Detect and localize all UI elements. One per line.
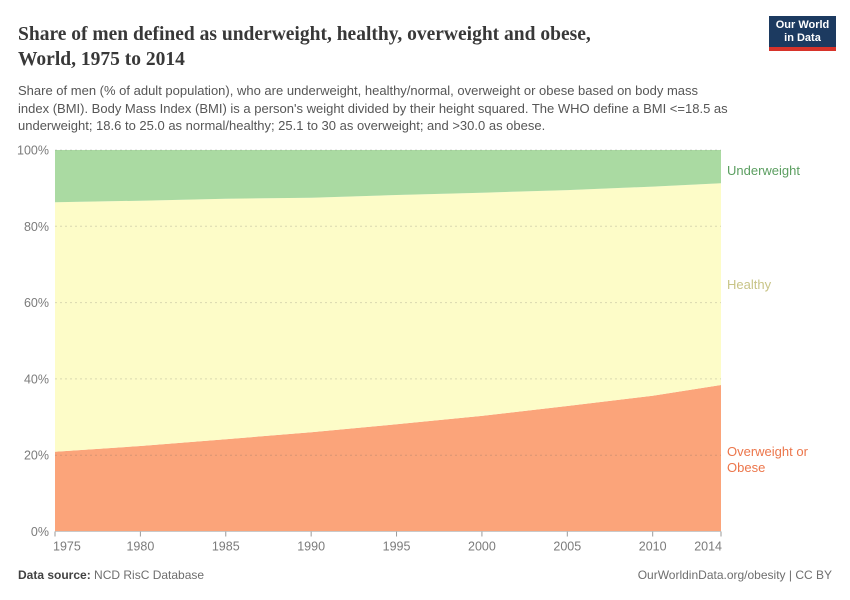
chart-subtitle-line1: Share of men (% of adult population), wh…: [18, 83, 699, 98]
chart-subtitle-line3: underweight; 18.6 to 25.0 as normal/heal…: [18, 118, 546, 133]
y-tick-label-60: 60%: [24, 296, 49, 310]
area-underweight[interactable]: [55, 150, 721, 203]
x-tick-label-1985: 1985: [212, 540, 240, 554]
area-healthy[interactable]: [55, 183, 721, 452]
series-label-overweight-or-obese: Overweight or Obese: [727, 444, 808, 475]
x-tick-label-2000: 2000: [468, 540, 496, 554]
chart-subtitle-line2: index (BMI). Body Mass Index (BMI) is a …: [18, 100, 728, 116]
data-source-label: Data source:: [18, 568, 91, 582]
page-title-line2: World, 1975 to 2014: [18, 49, 185, 71]
y-tick-label-80: 80%: [24, 220, 49, 234]
chart-footer: Data source: NCD RisC Database OurWorldi…: [18, 568, 832, 582]
chart-canvas: 0% 20% 40% 60% 80% 100% 1975 1980 1985 1990 1995 20…: [17, 144, 722, 554]
area-overweight-or-obese[interactable]: [55, 385, 721, 532]
owid-logo-line1: Our World: [775, 19, 830, 31]
owid-logo-line2: in Data: [784, 32, 821, 44]
data-source: Data source: NCD RisC Database: [18, 568, 204, 582]
data-source-value: NCD RisC Database: [90, 568, 205, 582]
x-tick-label-2014: 2014: [694, 540, 722, 554]
stacked-area-chart: 0% 20% 40% 60% 80% 100% 1975 1980 1985 1990 1995 20…: [0, 140, 850, 565]
x-tick-label-1980: 1980: [126, 540, 154, 554]
y-tick-label-20: 20%: [24, 449, 49, 463]
y-tick-label-0: 0%: [31, 525, 49, 539]
chart-subtitle: Share of men (% of adult population), wh…: [18, 82, 728, 135]
owid-logo[interactable]: Our World in Data: [769, 16, 836, 51]
x-tick-label-1975: 1975: [53, 540, 81, 554]
page-title-line1: Share of men defined as underweight, hea…: [18, 24, 591, 46]
series-label-underweight: Underweight: [727, 163, 800, 178]
x-tick-label-2005: 2005: [553, 540, 581, 554]
credit-link[interactable]: OurWorldinData.org/obesity | CC BY: [637, 568, 832, 582]
y-tick-label-100: 100%: [17, 144, 49, 158]
x-tick-label-1995: 1995: [383, 540, 411, 554]
series-label-healthy: Healthy: [727, 277, 772, 292]
y-tick-label-40: 40%: [24, 372, 49, 386]
x-tick-label-2010: 2010: [639, 540, 667, 554]
page-title: Share of men defined as underweight, hea…: [18, 22, 591, 72]
owid-logo-red-bar: [769, 47, 836, 51]
x-tick-label-1990: 1990: [297, 540, 325, 554]
